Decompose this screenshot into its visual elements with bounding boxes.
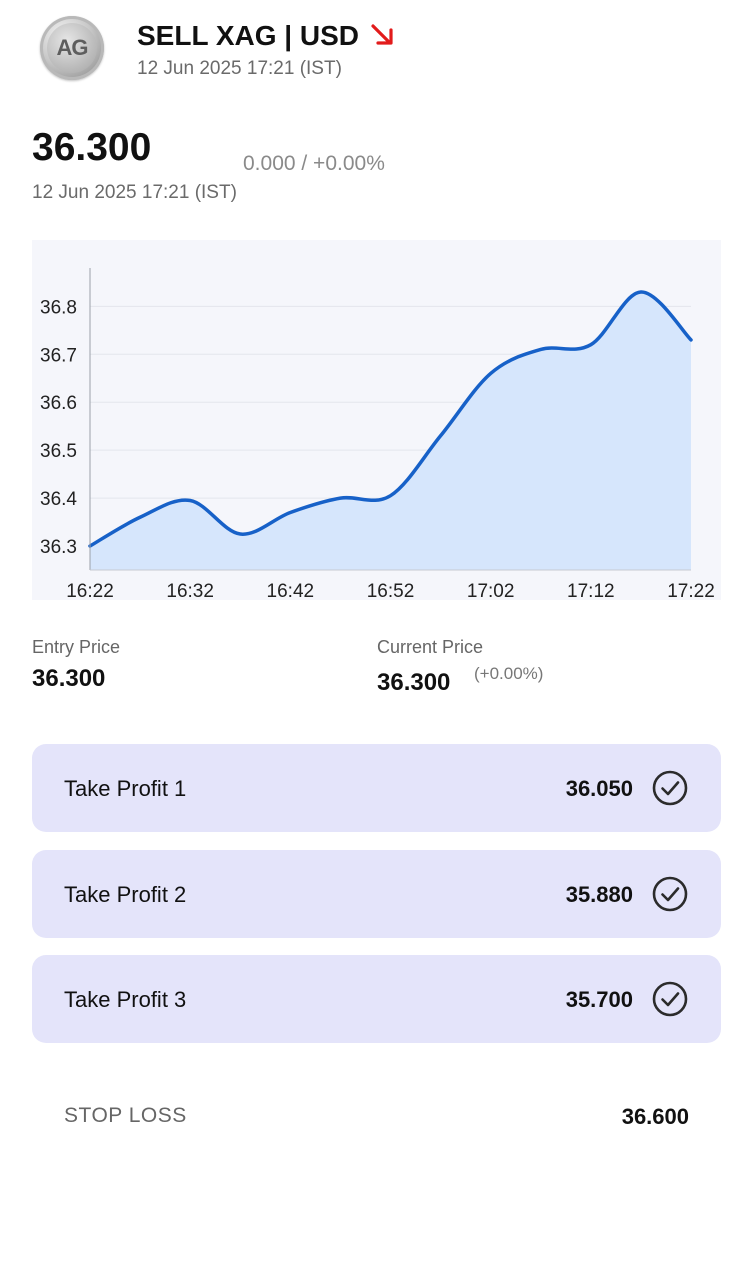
current-price-value: 36.300	[377, 669, 451, 696]
quote-timestamp: 12 Jun 2025 17:21 (IST)	[32, 182, 237, 203]
x-tick-label: 17:02	[467, 581, 515, 600]
stop-loss-value: 36.600	[621, 1104, 689, 1129]
price-line	[88, 290, 693, 548]
take-profit-label: Take Profit 2	[64, 882, 187, 907]
take-profit-value: 35.880	[565, 882, 633, 907]
take-profit-card-2: Take Profit 2 35.880	[32, 850, 721, 938]
price-chart-svg: 36.3 36.4 36.5 36.6 36.7 36.8 16:22 16:32 16:42 1…	[40, 268, 715, 600]
current-quote-price: 36.300	[32, 126, 152, 169]
price-area-fill	[90, 291, 691, 570]
x-tick-label: 16:22	[66, 581, 114, 600]
check-circle-icon	[652, 770, 688, 806]
signal-timestamp: 12 Jun 2025 17:21 (IST)	[137, 58, 342, 79]
take-profit-card-1: Take Profit 1 36.050	[32, 744, 721, 832]
x-tick-label: 16:42	[267, 581, 315, 600]
x-tick-label: 17:12	[567, 581, 615, 600]
current-price-label: Current Price	[377, 637, 484, 657]
current-price-change: (+0.00%)	[474, 664, 544, 683]
y-tick-label: 36.5	[40, 441, 77, 462]
quote-change: 0.000 / +0.00%	[243, 152, 385, 175]
take-profit-label: Take Profit 1	[64, 776, 187, 801]
take-profit-label: Take Profit 3	[64, 987, 187, 1012]
x-tick-label: 16:32	[166, 581, 214, 600]
logo-text: AG	[47, 23, 97, 73]
entry-price-value: 36.300	[32, 665, 106, 692]
y-tick-label: 36.6	[40, 393, 77, 414]
x-tick-label: 16:52	[367, 581, 415, 600]
check-circle-icon	[652, 981, 688, 1017]
x-tick-label: 17:22	[667, 581, 715, 600]
stop-loss-label: STOP LOSS	[64, 1104, 187, 1127]
entry-price-label: Entry Price	[32, 637, 121, 657]
y-tick-label: 36.8	[40, 297, 77, 318]
check-circle-icon	[652, 876, 688, 912]
y-tick-label: 36.4	[40, 489, 77, 510]
y-tick-label: 36.7	[40, 345, 77, 366]
signal-title: SELL XAG | USD	[137, 20, 360, 51]
arrow-down-right-icon	[371, 24, 393, 45]
take-profit-value: 36.050	[565, 776, 633, 801]
y-tick-label: 36.3	[40, 537, 77, 558]
take-profit-card-3: Take Profit 3 35.700	[32, 955, 721, 1043]
take-profit-value: 35.700	[565, 987, 633, 1012]
xag-logo: AG	[40, 16, 104, 80]
price-chart: 36.3 36.4 36.5 36.6 36.7 36.8 16:22 16:32 16:42 1…	[32, 240, 721, 600]
